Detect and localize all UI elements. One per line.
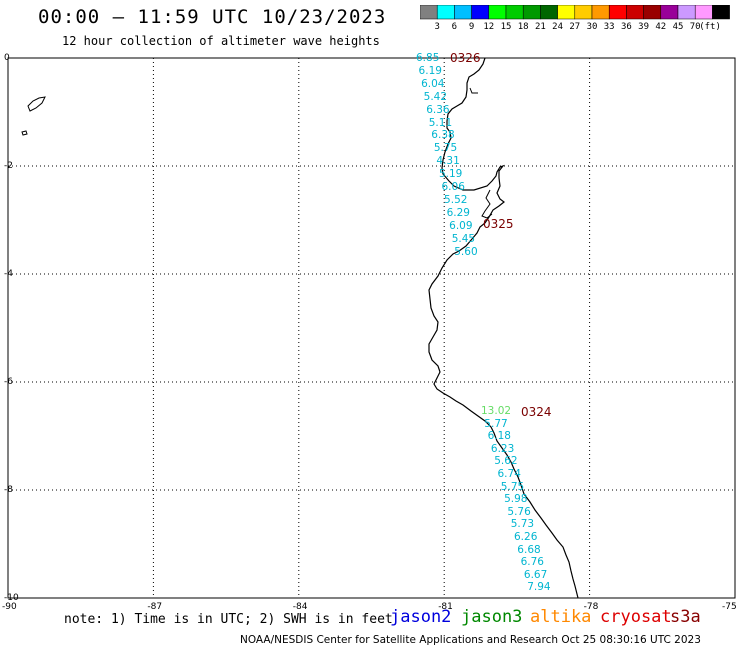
color-scale-label: 42 — [655, 22, 667, 32]
color-scale-label: 30 — [586, 22, 598, 32]
swh-value: 5.75 — [433, 142, 458, 155]
satellite-legend-item: jason2 — [390, 607, 452, 627]
latitude-label: -4 — [4, 269, 13, 279]
galapagos-island — [21, 130, 28, 136]
satellite-legend-item: altika — [530, 607, 592, 627]
swh-value: 6.36 — [426, 103, 450, 116]
map-grid — [8, 58, 735, 598]
longitude-label: -90 — [2, 602, 17, 612]
swh-value: 6.38 — [431, 129, 455, 142]
color-scale-label: 9 — [468, 22, 475, 32]
satellite-legend-item: cryosat — [600, 607, 672, 627]
pass-label: 0326 — [450, 51, 481, 65]
latitude-label: 0 — [4, 53, 10, 63]
color-scale-label: 18 — [517, 22, 529, 32]
swh-value: 5.42 — [423, 90, 448, 103]
swh-value: 6.23 — [490, 442, 515, 455]
swh-value: 7.94 — [527, 581, 551, 594]
swh-value: 6.04 — [421, 77, 445, 90]
swh-value: 5.76 — [507, 505, 531, 518]
pass-label: 0324 — [521, 405, 552, 419]
swh-value: 6.76 — [520, 556, 544, 569]
swh-value: 5.45 — [451, 232, 476, 245]
satellite-legend-item: s3a — [670, 607, 701, 627]
credit-line: NOAA/NESDIS Center for Satellite Applica… — [240, 634, 701, 646]
latitude-label: -2 — [4, 161, 13, 171]
map-frame — [7, 57, 736, 599]
swh-value: 5.62 — [494, 455, 518, 468]
page-subtitle: 12 hour collection of altimeter wave hei… — [62, 34, 380, 48]
longitude-label: -78 — [583, 602, 599, 612]
swh-value: 6.74 — [497, 468, 521, 480]
swh-value: 5.60 — [454, 245, 478, 258]
swh-value: 5.19 — [438, 168, 463, 181]
color-scale-label: 12 — [483, 22, 495, 32]
color-scale-label: 27 — [569, 22, 581, 32]
color-scale-label: 45 — [672, 22, 684, 32]
color-scale-label: 39 — [638, 22, 650, 32]
longitude-label: -84 — [292, 602, 308, 612]
swh-value: 5.73 — [510, 518, 535, 531]
color-scale-label: 24 — [552, 22, 564, 32]
latitude-label: -6 — [4, 377, 13, 387]
latitude-label: -10 — [4, 593, 19, 603]
swh-value: 13.02 — [481, 405, 512, 417]
color-scale-label: 70 — [689, 22, 701, 32]
swh-value: 4.31 — [436, 155, 460, 168]
swh-value: 6.67 — [523, 568, 548, 581]
pass-label: 0325 — [483, 217, 514, 231]
galapagos-island — [27, 96, 46, 112]
satellite-legend-item: jason3 — [461, 607, 523, 627]
color-scale-label: 36 — [620, 22, 632, 32]
color-scale-label: 15 — [500, 22, 512, 32]
swh-value: 5.75 — [500, 480, 525, 493]
page-title: 00:00 – 11:59 UTC 10/23/2023 — [38, 6, 387, 28]
longitude-label: -81 — [438, 602, 453, 612]
color-scale-bin — [712, 5, 730, 20]
gulf-detail — [481, 189, 493, 219]
swh-value: 6.85 — [416, 52, 440, 64]
color-scale-label: 33 — [603, 22, 615, 32]
swh-value: 5.77 — [484, 417, 508, 430]
swh-value: 6.19 — [418, 64, 442, 77]
swh-value: 6.26 — [514, 531, 538, 543]
color-scale-label: 3 — [434, 22, 440, 32]
longitude-label: -87 — [147, 602, 163, 612]
coastline — [428, 57, 579, 599]
longitude-label: -75 — [722, 602, 737, 612]
swh-value: 6.09 — [449, 219, 473, 232]
latitude-label: -8 — [4, 485, 13, 495]
color-scale — [420, 5, 730, 20]
color-scale-label: 21 — [534, 22, 546, 32]
coastline-detail — [469, 87, 478, 94]
swh-value: 6.68 — [517, 543, 541, 556]
swh-value: 5.52 — [444, 193, 468, 206]
swh-value: 5.98 — [504, 493, 528, 506]
swh-value: 6.06 — [441, 181, 465, 193]
color-scale-unit: (ft) — [699, 22, 721, 32]
color-scale-label: 6 — [451, 22, 458, 32]
footer-note: note: 1) Time is in UTC; 2) SWH is in fe… — [64, 612, 393, 627]
swh-value: 5.11 — [428, 116, 453, 129]
map-panel — [7, 57, 736, 599]
swh-value: 6.18 — [487, 430, 511, 443]
swh-value: 6.29 — [446, 206, 470, 219]
